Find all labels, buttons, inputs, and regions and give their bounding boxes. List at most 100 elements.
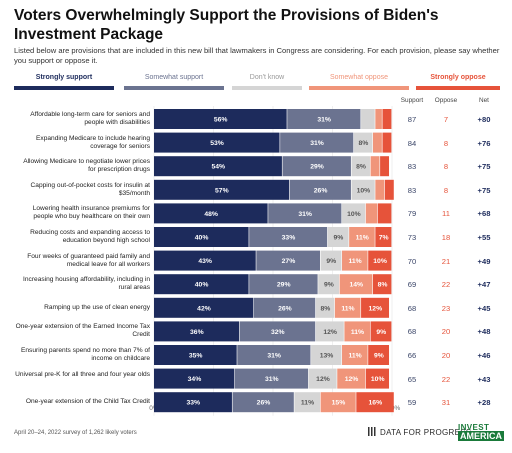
data-for-progress-logo: DATA FOR PROGRESS [368,427,471,437]
bar-value-label: 9% [324,282,334,289]
legend-label: Somewhat oppose [330,74,388,81]
support-value: 70 [407,256,417,266]
bar-value-label: 12% [323,329,337,336]
bar-segment [311,345,342,365]
bar-value-label: 36% [190,329,204,336]
bar-value-label: 43% [198,258,212,265]
oppose-value: 23 [441,303,451,313]
chart-subtitle: Listed below are provisions that are inc… [14,46,500,65]
bar-segment [372,274,392,295]
bar-segment [361,109,375,129]
bar-segment [249,227,328,247]
net-value: +68 [477,209,491,219]
net-value: +47 [477,280,491,290]
bar-value-label: 29% [277,282,291,289]
row-label: One-year extension of the Child Tax Cred… [25,398,150,406]
bar-segment [320,392,356,413]
bar-segment [349,227,375,247]
bar-segment [365,203,378,224]
bar-segment [382,132,392,153]
bar-segment [377,203,392,224]
bar-value-label: 15% [332,400,346,407]
bar-value-label: 48% [204,211,218,218]
bar-segment [308,368,337,389]
bar-value-label: 10% [347,211,361,218]
dfp-logo-text: DATA FOR PROGRESS [380,428,472,437]
invest-logo-line1: INVEST [458,423,490,432]
legend-label: Don't know [249,74,285,81]
row-label: One-year extension of the Earned Income … [15,323,150,339]
bar-segment [320,250,342,271]
bar-value-label: 11% [301,400,314,407]
bar-segment [351,179,375,200]
bar-value-label: 9% [374,353,384,360]
bar-value-label: 8% [378,282,388,289]
bar-value-label: 31% [310,140,324,147]
bar-segment [368,250,392,271]
bar-value-label: 40% [195,235,209,242]
chart-title: Voters Overwhelmingly Support the Provis… [14,7,439,43]
bar-segment [154,297,254,318]
bar-value-label: 11% [348,258,361,265]
bar-segment [237,345,311,365]
bar-value-label: 54% [211,164,225,171]
invest-in-america-logo: INVEST AMERICA [458,423,504,441]
bar-value-label: 16% [369,400,383,407]
bar-value-label: 12% [369,305,383,312]
bar-segment [253,297,316,318]
bar-value-label: 40% [195,282,209,289]
bar-segment [154,345,237,365]
bar-segment [154,179,290,200]
bar-value-label: 11% [351,329,364,336]
legend-item: Strongly oppose [416,74,500,92]
bar-segment [384,179,394,200]
bar-segment [382,109,392,129]
stat-header: Oppose [434,97,458,104]
row-label: Ensuring parents spend no more than 7% o… [20,347,150,362]
bar-segment [318,274,340,295]
bar-value-label: 13% [320,353,334,360]
bar-segment [380,156,390,177]
bar-segment [154,227,249,247]
bar-value-label: 11% [356,235,369,242]
bar-segment [154,274,249,295]
support-value: 68 [407,303,417,313]
bar-segment [154,321,240,342]
net-value: +55 [477,233,491,242]
bar-value-label: 26% [257,400,271,407]
row-label: Reducing costs and expanding access to e… [30,229,150,244]
bar-value-label: 14% [349,282,363,289]
oppose-value: 11 [442,209,450,219]
bar-value-label: 9% [334,235,344,242]
bar-segment [375,109,382,129]
legend-label: Strongly support [35,74,93,81]
invest-logo-line2: AMERICA [458,431,504,441]
legend-swatch [124,86,224,90]
support-value: 69 [407,280,417,290]
bar-segment [342,203,366,224]
bar-value-label: 12% [316,376,330,383]
source-note: April 20–24, 2022 survey of 1,262 likely… [14,430,137,436]
bar-value-label: 33% [282,235,296,242]
bar-segment [337,368,366,389]
bar-segment [268,203,342,224]
bar-value-label: 11% [341,305,354,312]
bar-segment [365,368,390,389]
bar-segment [327,227,349,247]
bar-segment [256,250,320,271]
bar-segment [154,392,232,413]
legend-label: Somewhat support [144,74,204,81]
row-label: Affordable long-term care for seniors an… [30,111,150,126]
stat-header: Net [479,97,489,104]
bar-value-label: 56% [214,117,228,124]
bar-value-label: 26% [314,187,328,194]
bar-segment [234,368,309,389]
bar-segment [353,132,373,153]
bar-value-label: 34% [188,376,202,383]
oppose-value: 7 [443,115,449,124]
row-label: Lowering health insurance premiums for p… [32,205,150,221]
bar-segment [232,392,294,413]
net-value: +80 [477,115,491,124]
oppose-value: 8 [443,138,449,148]
